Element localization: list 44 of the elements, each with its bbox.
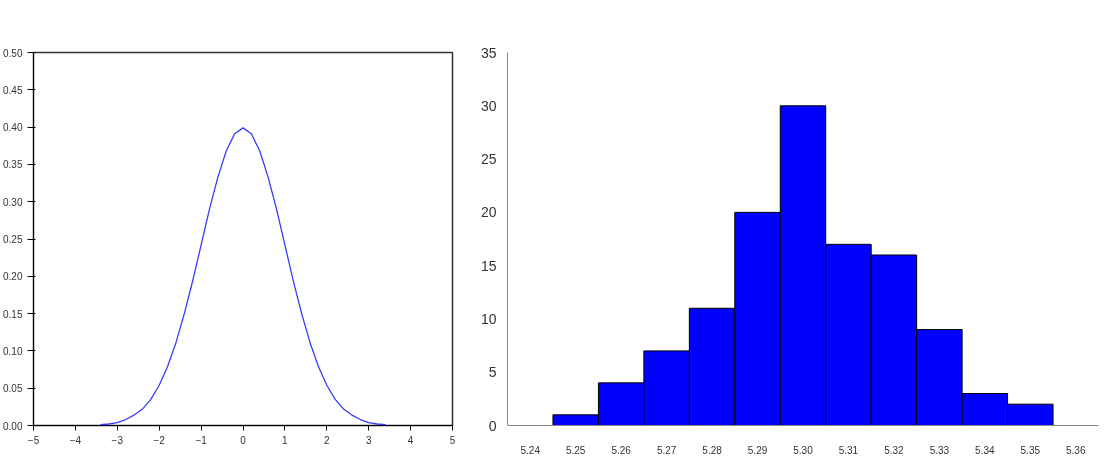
y-tick-label: 0.40 <box>3 122 23 134</box>
y-tick-label: 0.05 <box>3 383 23 395</box>
y-tick-label: 25 <box>480 151 497 168</box>
x-tick-label: 5.36 <box>1066 444 1086 456</box>
y-tick-label: 0.50 <box>3 47 23 59</box>
x-tick-label: 5.34 <box>975 444 996 456</box>
x-tick-label: 5.27 <box>656 444 677 456</box>
y-tick-label: 5 <box>488 364 497 381</box>
y-tick-label: 10 <box>480 310 497 327</box>
x-tick-label: 2 <box>324 434 331 446</box>
x-tick-label: 0 <box>240 434 247 446</box>
x-tick-label: 5.32 <box>884 444 905 456</box>
x-tick-label: 5.24 <box>520 444 541 456</box>
x-tick-label: −3 <box>111 434 124 446</box>
x-tick-label: 5.33 <box>929 444 950 456</box>
x-tick-label: 4 <box>407 434 414 446</box>
x-tick-label: −4 <box>69 434 82 446</box>
y-tick-label: 30 <box>480 97 497 114</box>
x-tick-label: 3 <box>365 434 372 446</box>
y-tick-label: 0.15 <box>3 308 23 320</box>
y-tick-label: 0.30 <box>3 196 23 208</box>
x-tick-label: 5 <box>449 434 456 446</box>
x-tick-label: 5.35 <box>1020 444 1041 456</box>
x-tick-label: −5 <box>27 434 40 446</box>
y-tick-label: 0.45 <box>3 84 23 96</box>
x-tick-label: 5.30 <box>793 444 814 456</box>
x-tick-label: 1 <box>282 434 289 446</box>
x-tick-label: 5.28 <box>702 444 723 456</box>
y-tick-label: 0.00 <box>3 420 23 432</box>
x-tick-label: 5.29 <box>747 444 768 456</box>
x-tick-label: 5.25 <box>565 444 586 456</box>
x-tick-label: −1 <box>195 434 208 446</box>
y-tick-label: 20 <box>480 204 497 221</box>
x-tick-label: −2 <box>153 434 166 446</box>
x-tick-label: 5.26 <box>611 444 632 456</box>
line-series <box>99 127 387 426</box>
y-tick-label: 0.35 <box>3 159 23 171</box>
y-tick-label: 0.10 <box>3 345 23 357</box>
y-tick-label: 0.20 <box>3 271 23 283</box>
y-tick-label: 0 <box>488 417 497 434</box>
y-tick-label: 15 <box>480 257 497 274</box>
x-tick-label: 5.31 <box>838 444 859 456</box>
y-tick-label: 0.25 <box>3 234 23 245</box>
y-tick-label: 35 <box>480 44 497 61</box>
